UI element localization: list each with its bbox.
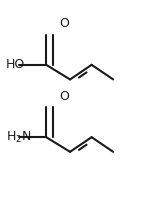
Text: O: O <box>60 89 70 103</box>
Text: HO: HO <box>6 58 25 71</box>
Text: H$_2$N: H$_2$N <box>6 130 32 145</box>
Text: O: O <box>60 17 70 30</box>
